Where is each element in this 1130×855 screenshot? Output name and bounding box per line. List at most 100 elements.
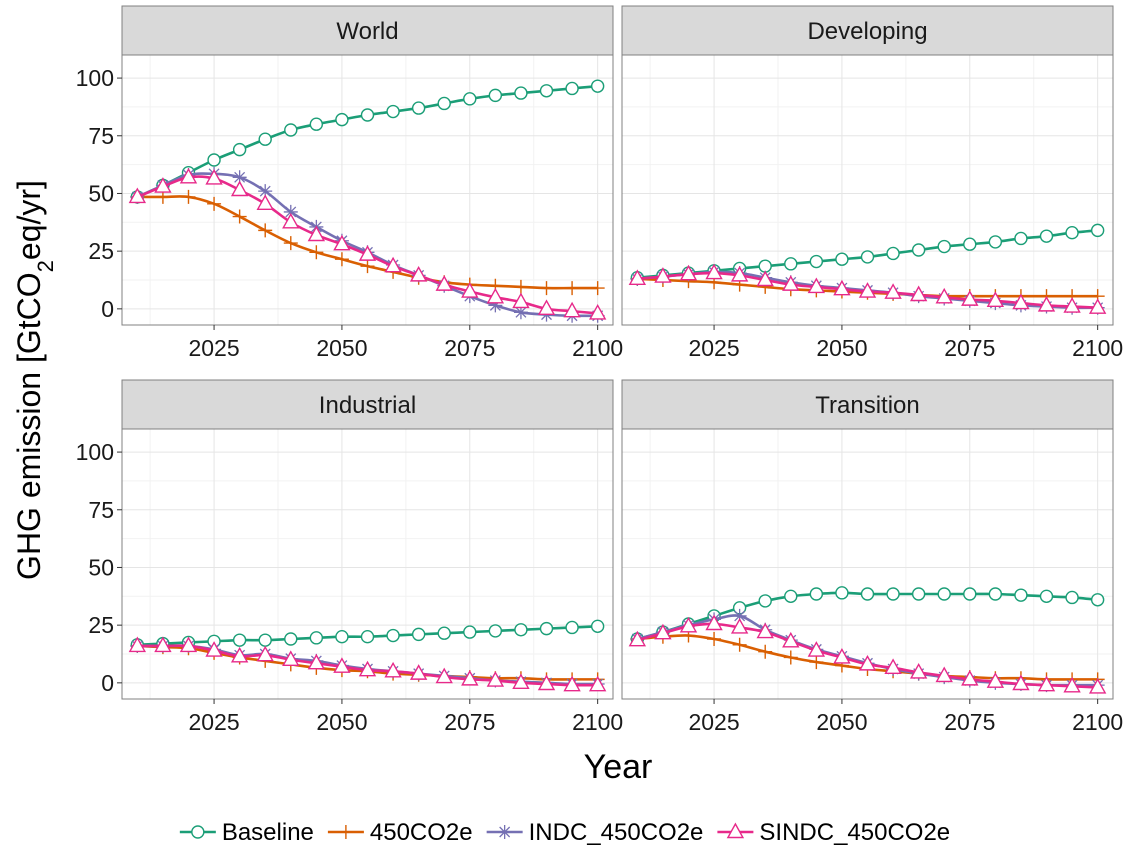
data-point-marker bbox=[205, 641, 223, 657]
data-point-marker bbox=[181, 189, 196, 204]
y-tick-label: 25 bbox=[88, 238, 114, 264]
data-point-marker bbox=[539, 84, 554, 98]
data-point-marker bbox=[488, 88, 503, 103]
data-point-marker bbox=[435, 667, 453, 684]
data-point-marker bbox=[232, 633, 247, 647]
data-point-marker bbox=[1065, 225, 1079, 240]
data-point-marker bbox=[730, 618, 749, 634]
data-point-marker bbox=[988, 587, 1003, 601]
data-point-marker bbox=[513, 305, 528, 320]
data-point-marker bbox=[590, 79, 605, 93]
panel-title: Developing bbox=[807, 18, 927, 45]
data-point-marker bbox=[679, 264, 698, 281]
legend-key-marker bbox=[191, 825, 205, 839]
legend: Baseline 450CO2e INDC_450CO2e SINDC_450CO2e bbox=[179, 819, 950, 846]
data-point-marker bbox=[461, 282, 479, 298]
x-tick-label: 2100 bbox=[572, 709, 623, 735]
x-tick-label: 2100 bbox=[1072, 709, 1123, 735]
data-point-marker bbox=[565, 81, 579, 96]
data-point-marker bbox=[758, 259, 772, 273]
data-point-marker bbox=[860, 587, 875, 601]
data-point-marker bbox=[513, 279, 528, 294]
series-sindc-450co2e bbox=[128, 167, 607, 320]
data-point-marker bbox=[256, 645, 274, 662]
x-tick-label: 2075 bbox=[444, 709, 495, 735]
data-point-marker bbox=[232, 142, 247, 157]
legend-label: Baseline bbox=[222, 819, 314, 846]
data-point-marker bbox=[539, 621, 554, 636]
data-point-marker bbox=[937, 239, 951, 254]
data-point-marker bbox=[384, 256, 402, 273]
panel-transition: Transition 2025 2050 2075 2100 bbox=[621, 379, 1123, 735]
y-tick-label: 75 bbox=[88, 497, 114, 523]
data-point-marker bbox=[205, 169, 223, 185]
data-point-marker bbox=[207, 153, 221, 167]
data-point-marker bbox=[1088, 298, 1107, 314]
x-tick-label: 2075 bbox=[444, 335, 495, 361]
data-point-marker bbox=[435, 275, 453, 291]
data-point-marker bbox=[707, 632, 722, 646]
legend-key-marker bbox=[726, 822, 745, 839]
data-point-marker bbox=[784, 589, 798, 604]
data-point-marker bbox=[335, 629, 349, 644]
data-point-marker bbox=[258, 132, 272, 146]
data-point-marker bbox=[307, 653, 326, 670]
data-point-marker bbox=[565, 281, 580, 296]
x-axis-title: Year bbox=[584, 748, 653, 786]
data-point-marker bbox=[1090, 223, 1105, 238]
x-tick-label: 2025 bbox=[188, 709, 239, 735]
data-point-marker bbox=[128, 187, 147, 204]
data-point-marker bbox=[1090, 593, 1105, 607]
x-tick-label: 2050 bbox=[316, 709, 367, 735]
data-point-marker bbox=[179, 636, 198, 653]
y-axis-title-part-1: GHG emission [GtCO bbox=[11, 272, 47, 580]
x-tick-label: 2025 bbox=[688, 335, 739, 361]
data-point-marker bbox=[1039, 229, 1054, 243]
legend-label: INDC_450CO2e bbox=[529, 819, 704, 846]
legend-label: SINDC_450CO2e bbox=[759, 819, 950, 846]
data-point-marker bbox=[807, 277, 826, 294]
panel-industrial: Industrial 0 25 50 75 100 2025 2050 2075 2100 bbox=[76, 379, 623, 735]
data-point-marker bbox=[884, 283, 902, 299]
data-point-marker bbox=[360, 259, 375, 274]
data-point-marker bbox=[1088, 678, 1107, 694]
data-point-marker bbox=[179, 167, 198, 184]
data-point-marker bbox=[628, 630, 647, 647]
data-point-marker bbox=[437, 96, 451, 111]
data-point-marker bbox=[486, 671, 505, 687]
data-point-marker bbox=[833, 279, 851, 296]
panel-strip bbox=[621, 379, 1114, 430]
panel-strip bbox=[621, 5, 1114, 56]
data-point-marker bbox=[886, 246, 900, 261]
plot-area bbox=[122, 55, 613, 325]
data-point-marker bbox=[1037, 675, 1056, 692]
data-point-marker bbox=[590, 281, 605, 296]
data-point-marker bbox=[437, 626, 451, 640]
data-point-marker bbox=[588, 304, 607, 320]
data-point-marker bbox=[860, 250, 875, 264]
panel-developing: Developing 2025 2050 2075 2100 bbox=[621, 5, 1123, 361]
data-point-marker bbox=[461, 669, 479, 686]
data-point-marker bbox=[1012, 293, 1030, 310]
data-point-marker bbox=[563, 675, 581, 692]
data-point-marker bbox=[1039, 589, 1054, 604]
data-point-marker bbox=[588, 675, 607, 692]
data-point-marker bbox=[758, 644, 773, 659]
data-point-marker bbox=[333, 234, 351, 251]
data-point-marker bbox=[756, 622, 774, 639]
x-tick-label: 2100 bbox=[572, 335, 623, 361]
legend-item-sindc-450co2e: SINDC_450CO2e bbox=[717, 819, 950, 846]
data-point-marker bbox=[232, 170, 247, 185]
data-point-marker bbox=[732, 637, 747, 652]
x-tick-label: 2050 bbox=[816, 709, 867, 735]
series-sindc-450co2e bbox=[628, 263, 1107, 314]
x-tick-label: 2075 bbox=[944, 335, 995, 361]
data-point-marker bbox=[230, 180, 249, 197]
data-point-marker bbox=[309, 117, 324, 131]
panel-strip bbox=[121, 5, 614, 56]
panel-border bbox=[621, 54, 1114, 326]
data-point-marker bbox=[309, 245, 324, 260]
data-point-marker bbox=[488, 298, 503, 313]
